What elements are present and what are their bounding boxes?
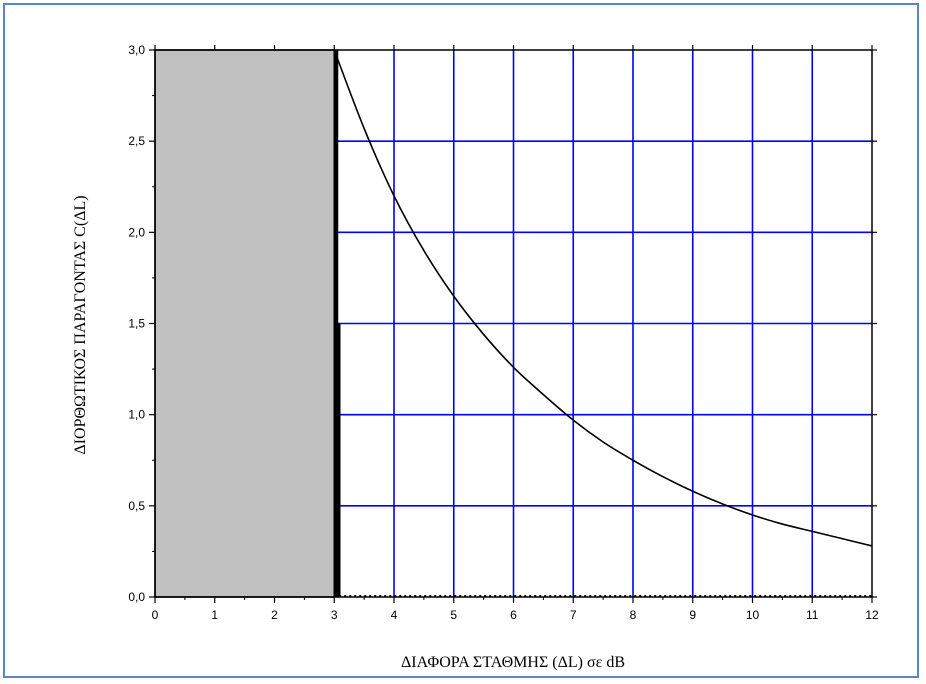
y-tick-label: 2,5 (128, 134, 145, 148)
shaded-region (154, 49, 335, 598)
y-tick-label: 1,5 (128, 317, 145, 331)
y-axis-title: ΔΙΟΡΘΩΤΙΚΟΣ ΠΑΡΑΓΟΝΤΑΣ C(ΔL) (72, 195, 89, 454)
x-tick-label: 10 (746, 608, 760, 622)
y-tick-label: 2,0 (128, 225, 145, 239)
y-tick-label: 0,0 (128, 590, 145, 604)
x-tick-label: 9 (689, 608, 696, 622)
x-tick-label: 1 (211, 608, 218, 622)
tick-layer: 0 1 2 3 4 5 6 7 8 9 10 11 120,00,51,01,52,02,53,0 (128, 43, 879, 622)
x-tick-label: 6 (510, 608, 517, 622)
x-tick-label: 0 (152, 608, 159, 622)
x-tick-label: 8 (630, 608, 637, 622)
x-tick-label: 12 (865, 608, 879, 622)
x-tick-label: 11 (806, 608, 819, 622)
x-tick-label: 2 (271, 608, 278, 622)
shade-layer (154, 49, 341, 598)
x-tick-label: 4 (391, 608, 398, 622)
x-axis-title: ΔΙΑΦΟΡΑ ΣΤΑΘΜΗΣ (ΔL) σε dB (401, 654, 625, 671)
x-tick-label: 7 (570, 608, 577, 622)
y-tick-label: 0,5 (128, 499, 145, 513)
x-tick-label: 5 (450, 608, 457, 622)
y-tick-label: 3,0 (128, 43, 145, 57)
series-curve (333, 49, 873, 547)
curve-layer (333, 49, 873, 547)
y-tick-label: 1,0 (128, 408, 145, 422)
grid-layer (334, 50, 872, 597)
x-tick-label: 3 (331, 608, 338, 622)
